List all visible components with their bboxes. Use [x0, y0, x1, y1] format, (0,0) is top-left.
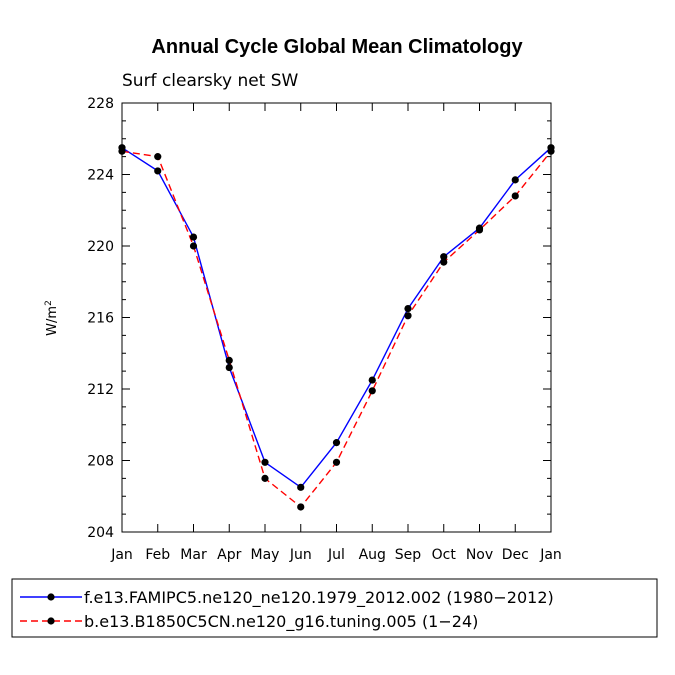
- x-tick-label: Jun: [289, 547, 312, 563]
- chart-subtitle: Surf clearsky net SW: [122, 71, 299, 91]
- x-tick-label: Jan: [539, 547, 562, 563]
- series-1-point: [154, 167, 162, 175]
- y-tick-label: 224: [87, 168, 114, 184]
- y-tick-label: 228: [87, 96, 114, 112]
- y-tick-labels: 204 208 212 216 220 224 228: [87, 96, 114, 541]
- x-tick-label: Sep: [395, 547, 422, 563]
- series-2-point: [511, 192, 519, 200]
- x-tick-label: Mar: [180, 547, 207, 563]
- series-1-point: [332, 439, 341, 447]
- x-tick-label: Oct: [432, 547, 457, 563]
- x-tick-label: Apr: [217, 547, 241, 563]
- legend: f.e13.FAMIPC5.ne120_ne120.1979_2012.002 …: [20, 588, 554, 632]
- series-2-point: [225, 356, 233, 364]
- series-1-point: [261, 458, 269, 466]
- legend-marker-1: [47, 593, 55, 601]
- series-2-point: [332, 458, 341, 466]
- tick-marks: [121, 102, 552, 533]
- y-tick-label: 204: [87, 525, 114, 541]
- legend-box: [11, 578, 658, 638]
- series-1-point: [297, 483, 305, 491]
- series-2-point: [297, 503, 305, 511]
- x-tick-label: Nov: [466, 547, 493, 563]
- series-1-point: [189, 233, 198, 241]
- x-tick-label: May: [251, 547, 280, 563]
- x-tick-label: Feb: [145, 547, 170, 563]
- series-2-point: [547, 147, 555, 155]
- chart-title: Annual Cycle Global Mean Climatology: [151, 36, 523, 58]
- series-1-point: [511, 176, 519, 184]
- x-tick-label: Dec: [502, 547, 529, 563]
- y-axis-label-superscript: 2: [44, 300, 54, 306]
- y-tick-label: 220: [87, 239, 114, 255]
- series-1-point: [404, 304, 412, 313]
- x-tick-label: Jul: [327, 547, 345, 563]
- series-2-point: [368, 387, 376, 395]
- x-tick-label: Aug: [359, 547, 386, 563]
- series-1-point: [368, 376, 376, 384]
- series-2-point: [440, 258, 448, 266]
- y-axis-label: W/m2: [44, 300, 60, 336]
- legend-label-1: f.e13.FAMIPC5.ne120_ne120.1979_2012.002 …: [84, 588, 554, 608]
- series-1-point: [225, 363, 233, 372]
- legend-label-2: b.e13.B1850C5CN.ne120_g16.tuning.005 (1−…: [84, 612, 478, 632]
- series-1-point: [440, 253, 448, 261]
- series-line-2: [121, 150, 552, 508]
- legend-marker-2: [47, 617, 55, 625]
- series-2-point: [404, 312, 412, 320]
- series-2-point: [118, 147, 126, 155]
- series-2-point: [261, 474, 269, 482]
- y-tick-label: 216: [87, 311, 114, 327]
- y-tick-label: 212: [87, 382, 114, 398]
- x-tick-labels: Jan Feb Mar Apr May Jun Jul Aug Sep Oct Nov Dec Jan: [110, 547, 562, 563]
- series-2-point: [189, 242, 198, 250]
- series-layer: [118, 144, 555, 511]
- series-line-1: [121, 147, 552, 489]
- plot-frame: [121, 102, 552, 533]
- y-axis-label-main: W/m: [45, 306, 60, 336]
- series-2-point: [475, 226, 484, 234]
- x-tick-label: Jan: [110, 547, 133, 563]
- series-2-point: [154, 153, 162, 161]
- y-tick-label: 208: [87, 454, 114, 470]
